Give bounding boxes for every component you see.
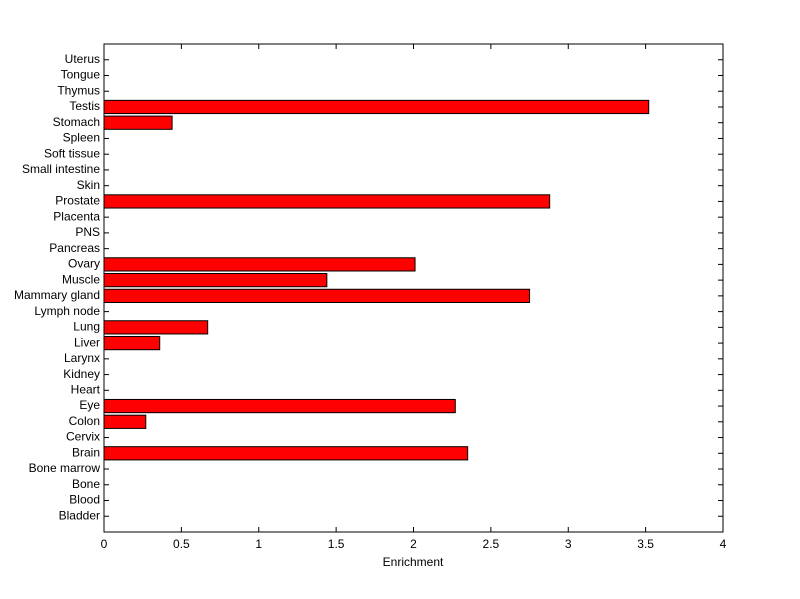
y-tick-label: Skin (77, 178, 100, 192)
y-tick-label: Larynx (64, 351, 100, 365)
x-tick-label: 3.5 (637, 537, 654, 551)
x-tick-label: 2.5 (483, 537, 500, 551)
y-tick-label: Testis (69, 99, 100, 113)
bar (103, 257, 416, 272)
bar (103, 398, 456, 414)
y-tick-label: PNS (75, 225, 100, 239)
bar (103, 288, 531, 303)
y-tick-label: Mammary gland (14, 288, 100, 302)
y-tick-label: Uterus (65, 52, 100, 66)
y-tick-label: Lung (73, 320, 100, 334)
y-tick-label: Kidney (63, 367, 100, 381)
bar (103, 414, 147, 429)
y-tick-label: Muscle (62, 272, 100, 286)
y-tick-label: Liver (74, 335, 100, 349)
x-tick-label: 3 (565, 537, 572, 551)
x-tick-label: 0 (101, 537, 108, 551)
bar (103, 273, 328, 288)
y-tick-label: Placenta (53, 209, 100, 223)
y-tick-label: Ovary (68, 257, 100, 271)
x-tick-label: 1 (255, 537, 262, 551)
y-tick-label: Prostate (55, 194, 100, 208)
y-tick-label: Stomach (53, 115, 100, 129)
x-tick-label: 2 (410, 537, 417, 551)
y-tick-label: Cervix (66, 430, 100, 444)
y-tick-label: Eye (79, 398, 100, 412)
x-tick-label: 4 (720, 537, 727, 551)
y-tick-label: Small intestine (22, 162, 100, 176)
y-tick-label: Soft tissue (44, 146, 100, 160)
x-tick-label: 0.5 (173, 537, 190, 551)
y-tick-label: Colon (69, 414, 100, 428)
y-tick-label: Tongue (61, 68, 101, 82)
x-axis-label: Enrichment (383, 555, 444, 569)
y-tick-label: Thymus (57, 83, 100, 97)
y-tick-label: Blood (69, 493, 100, 507)
y-tick-label: Bladder (59, 508, 100, 522)
y-tick-label: Spleen (63, 131, 100, 145)
y-tick-label: Bone (72, 477, 100, 491)
y-tick-label: Bone marrow (29, 461, 101, 475)
y-tick-label: Lymph node (34, 304, 100, 318)
bar (103, 115, 173, 130)
y-tick-label: Brain (72, 445, 100, 459)
bar (103, 446, 469, 461)
bar (103, 335, 161, 351)
plot-frame (103, 43, 724, 533)
bar (103, 194, 551, 209)
bar (103, 320, 209, 335)
y-tick-label: Heart (71, 382, 101, 396)
x-tick-label: 1.5 (328, 537, 345, 551)
y-tick-label: Pancreas (49, 241, 100, 255)
bar (103, 99, 650, 115)
